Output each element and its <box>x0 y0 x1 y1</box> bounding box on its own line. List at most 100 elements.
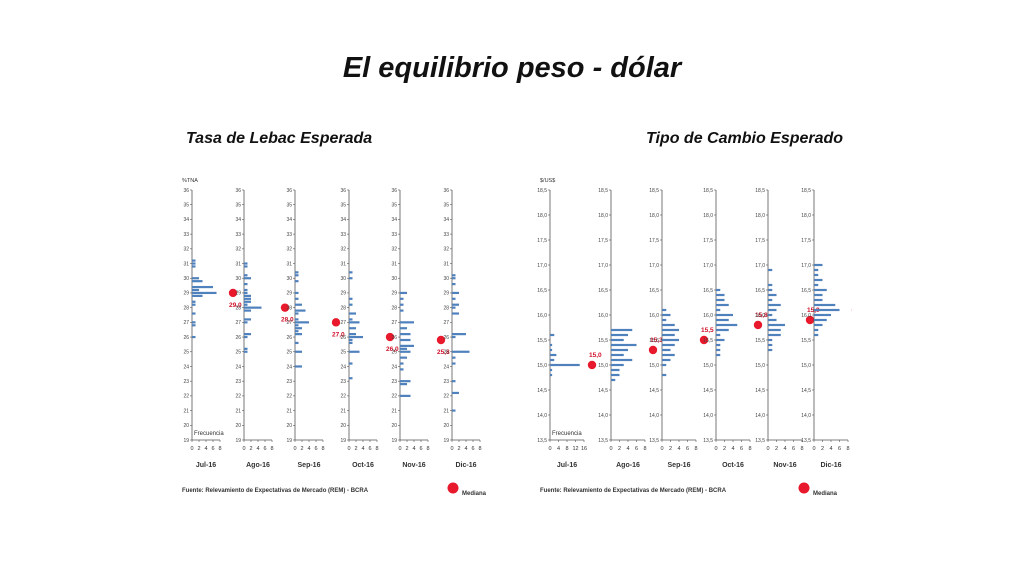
frequency-bar <box>349 277 353 280</box>
frequency-bar <box>550 343 553 347</box>
y-tick-label: 20 <box>183 423 189 429</box>
frequency-bar <box>349 338 353 342</box>
x-tick-label: 8 <box>800 446 803 452</box>
frequency-bar <box>611 368 620 372</box>
y-tick-label: 27 <box>235 320 241 326</box>
frequency-bar <box>814 328 819 332</box>
y-tick-label: 15,0 <box>801 363 811 369</box>
y-tick-label: 20 <box>235 423 241 429</box>
frequency-bar <box>716 353 721 357</box>
y-tick-label: 30 <box>235 276 241 282</box>
lebac-heading: Tasa de Lebac Esperada <box>186 130 373 147</box>
frequency-bar <box>550 368 553 372</box>
frequency-bar <box>716 338 725 342</box>
frequency-bar <box>814 303 836 307</box>
y-tick-label: 16,0 <box>801 313 811 319</box>
y-tick-label: 23 <box>183 379 189 385</box>
frequency-bar <box>662 323 675 327</box>
frequency-bar <box>550 348 553 352</box>
frequency-bar <box>244 274 248 277</box>
unit-label: %TNA <box>182 178 198 184</box>
frequency-bar <box>192 303 196 306</box>
frequency-bar <box>349 350 360 353</box>
frequency-bar <box>452 303 459 306</box>
median-marker <box>753 320 763 330</box>
y-tick-label: 29 <box>183 291 189 297</box>
frequency-bar <box>768 288 773 292</box>
x-tick-label: 0 <box>242 446 245 452</box>
y-tick-label: 24 <box>391 364 397 370</box>
median-label: 28,0 <box>281 317 294 324</box>
frequency-bar <box>244 321 248 324</box>
frequency-bar <box>814 313 831 317</box>
x-tick-label: 2 <box>249 446 252 452</box>
y-tick-label: 30 <box>286 276 292 282</box>
frequency-bar <box>400 356 407 359</box>
x-tick-label: 8 <box>478 446 481 452</box>
y-tick-label: 27 <box>286 320 292 326</box>
y-tick-label: 22 <box>443 394 449 400</box>
month-group-nov-16: 13,5 14,0 14,5 15,0 15,5 16,0 16,5 17,0 17,5 18,0… <box>755 188 820 469</box>
x-tick-label: 4 <box>677 446 680 452</box>
month-label: Sep-16 <box>668 462 691 469</box>
frequency-bar <box>244 294 251 297</box>
y-tick-label: 18,0 <box>703 213 713 219</box>
frequency-bar <box>814 273 819 277</box>
x-tick-label: 8 <box>643 446 646 452</box>
frequency-bar <box>716 288 721 292</box>
y-tick-label: 17,5 <box>649 238 659 244</box>
x-tick-label: 6 <box>792 446 795 452</box>
y-tick-label: 30 <box>183 276 189 282</box>
frequency-bar <box>295 350 302 353</box>
frequency-bar <box>716 303 729 307</box>
frequency-bar <box>550 373 553 377</box>
frequency-bar <box>768 328 781 332</box>
y-tick-label: 33 <box>286 232 292 238</box>
x-tick-label: 0 <box>450 446 453 452</box>
y-tick-label: 16,5 <box>801 288 811 294</box>
y-tick-label: 17,0 <box>537 263 547 269</box>
x-tick-label: 6 <box>419 446 422 452</box>
y-tick-label: 19 <box>443 438 449 444</box>
frequency-bar <box>295 303 302 306</box>
y-tick-label: 36 <box>183 188 189 194</box>
y-tick-label: 36 <box>391 188 397 194</box>
month-label: Oct-16 <box>722 462 744 469</box>
frequency-bar <box>814 308 840 312</box>
frequency-bar <box>452 274 456 277</box>
frequency-bar <box>452 380 456 383</box>
x-tick-label: 0 <box>714 446 717 452</box>
frequency-bar <box>244 350 248 353</box>
frequency-bar <box>452 333 466 336</box>
y-tick-label: 14,0 <box>598 413 608 419</box>
frequency-bar <box>452 297 456 300</box>
y-tick-label: 32 <box>286 247 292 253</box>
median-label: 25,8 <box>437 349 450 356</box>
y-tick-label: 29 <box>286 291 292 297</box>
frequency-bar <box>349 377 353 380</box>
frequency-bar <box>452 306 456 309</box>
y-tick-label: 26 <box>286 335 292 341</box>
x-tick-label: 6 <box>368 446 371 452</box>
y-tick-label: 17,5 <box>755 238 765 244</box>
unit-label: $/US$ <box>540 178 555 184</box>
y-tick-label: 36 <box>443 188 449 194</box>
y-tick-label: 16,5 <box>537 288 547 294</box>
x-tick-label: 4 <box>557 446 560 452</box>
y-tick-label: 18,0 <box>649 213 659 219</box>
y-tick-label: 31 <box>340 261 346 267</box>
y-tick-label: 18,0 <box>537 213 547 219</box>
frequency-bar <box>452 277 456 280</box>
y-tick-label: 14,5 <box>801 388 811 394</box>
month-group-dic-16: 13,5 14,0 14,5 15,0 15,5 16,0 16,5 17,0 17,5 18,0… <box>801 188 852 469</box>
frequency-bar <box>814 288 827 292</box>
frequency-bar <box>611 348 628 352</box>
median-label: 29,0 <box>229 302 242 309</box>
frequency-bar <box>400 383 407 386</box>
x-tick-label: 4 <box>626 446 629 452</box>
y-tick-label: 21 <box>183 408 189 414</box>
exchange-rate-histogram-chart: $/US$ 13,5 14,0 14,5 15,0 15,5 16,0 16,5 17,0 17,… <box>537 178 852 497</box>
y-tick-label: 18,5 <box>801 188 811 194</box>
